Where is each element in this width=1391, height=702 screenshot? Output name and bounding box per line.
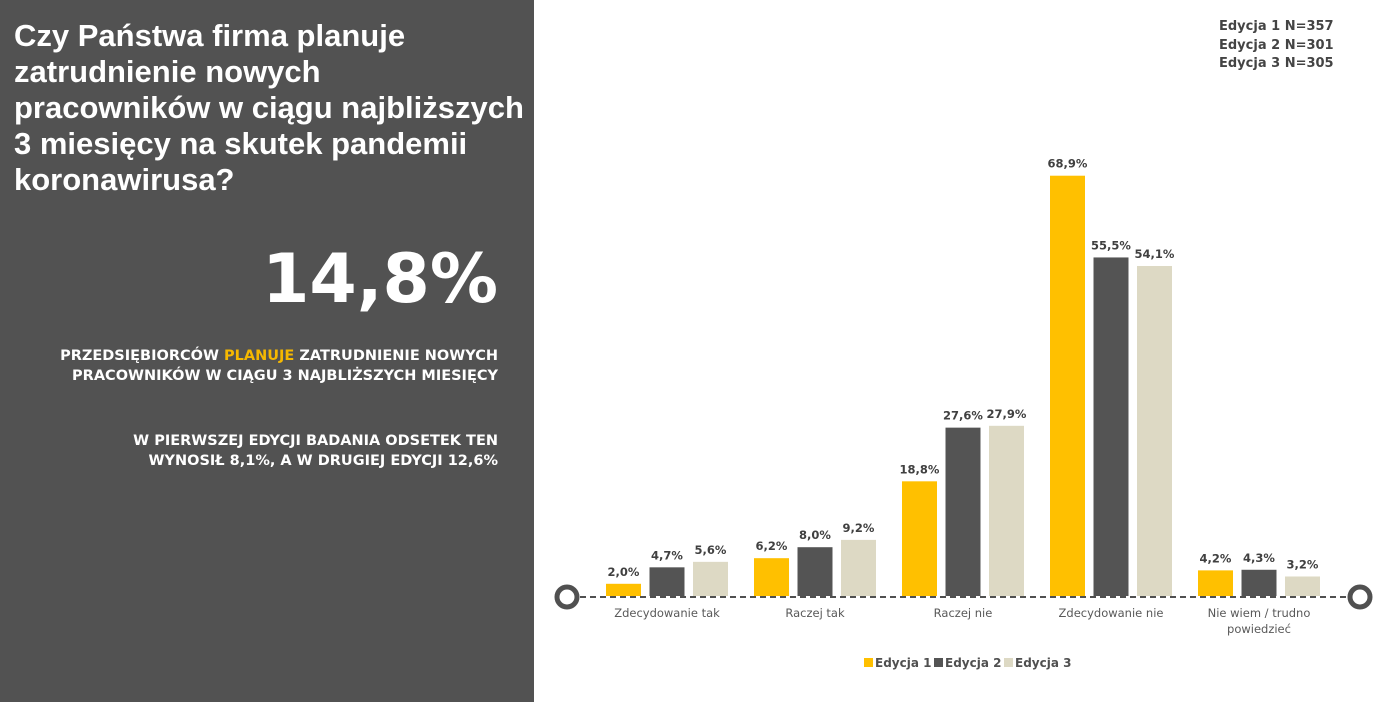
bar-edycja-3-cat-4	[1137, 265, 1172, 596]
legend-label-edycja-3: Edycja 3	[1015, 656, 1071, 670]
bar-edycja-3-cat-2	[841, 539, 876, 596]
legend-swatch-edycja-2	[934, 658, 943, 667]
legend-label-edycja-1: Edycja 1	[875, 656, 931, 670]
value-label: 9,2%	[843, 521, 875, 535]
bars-group	[606, 175, 1320, 596]
value-label: 68,9%	[1048, 157, 1088, 171]
sample-size-notes: Edycja 1 N=357 Edycja 2 N=301 Edycja 3 N…	[1219, 18, 1334, 74]
value-label: 54,1%	[1135, 247, 1175, 261]
bar-edycja-1-cat-2	[754, 558, 789, 596]
category-label: Raczej nie	[934, 606, 993, 620]
statement-plans-highlight: PLANUJE	[224, 348, 295, 364]
legend-swatch-edycja-3	[1004, 658, 1013, 667]
category-label: Nie wiem / trudno	[1208, 606, 1311, 620]
bar-chart: 2,0% 4,7% 5,6% 6,2% 8,0% 9,2% 18,8% 27,6% 27,9% 6…	[554, 157, 1373, 670]
value-label: 5,6%	[695, 543, 727, 557]
bar-edycja-2-cat-3	[945, 427, 981, 596]
value-label: 4,2%	[1200, 551, 1232, 565]
bar-edycja-1-cat-3	[902, 481, 937, 596]
value-label: 3,2%	[1287, 557, 1319, 571]
value-label: 27,6%	[943, 409, 983, 423]
legend: Edycja 1 Edycja 2 Edycja 3	[864, 656, 1071, 670]
category-label: Zdecydowanie tak	[614, 606, 720, 620]
baseline-start-circle	[554, 584, 580, 610]
legend-label-edycja-2: Edycja 2	[945, 656, 1001, 670]
bar-edycja-1-cat-5	[1198, 570, 1233, 596]
baseline-axis	[554, 584, 1373, 610]
bar-edycja-3-cat-5	[1285, 576, 1320, 596]
highlight-value: 14,8%	[262, 240, 498, 319]
bar-edycja-2-cat-5	[1241, 569, 1277, 596]
category-label: Raczej tak	[785, 606, 845, 620]
statement-plans-start: PRZEDSIĘBIORCÓW	[60, 348, 225, 364]
statement-plans: PRZEDSIĘBIORCÓW PLANUJE ZATRUDNIENIE NOW…	[58, 346, 498, 386]
sample-note-edycja-3: Edycja 3 N=305	[1219, 56, 1334, 71]
baseline-end-circle	[1347, 584, 1373, 610]
bar-edycja-1-cat-4	[1050, 175, 1085, 596]
sample-note-edycja-2: Edycja 2 N=301	[1219, 37, 1334, 53]
bar-edycja-2-cat-2	[797, 547, 833, 596]
bar-edycja-2-cat-4	[1093, 257, 1129, 596]
value-labels-group: 2,0% 4,7% 5,6% 6,2% 8,0% 9,2% 18,8% 27,6% 27,9% 6…	[608, 157, 1319, 579]
value-label: 8,0%	[799, 528, 831, 542]
left-panel: Czy Państwa firma planuje zatrudnienie n…	[0, 0, 534, 702]
statement-previous-editions: W PIERWSZEJ EDYCJI BADANIA ODSETEK TEN W…	[133, 433, 498, 469]
bar-edycja-1-cat-1	[606, 583, 641, 596]
value-label: 55,5%	[1091, 238, 1131, 252]
statement-plans-end: ZATRUDNIENIE NOWYCH PRACOWNIKÓW W CIĄGU …	[72, 348, 498, 384]
value-label: 18,8%	[900, 462, 940, 476]
value-label: 4,7%	[651, 548, 683, 562]
value-label: 4,3%	[1243, 551, 1275, 565]
legend-swatch-edycja-1	[864, 658, 873, 667]
bar-edycja-3-cat-1	[693, 561, 728, 596]
value-label: 27,9%	[987, 407, 1027, 421]
category-label: powiedzieć	[1227, 622, 1291, 636]
question-title: Czy Państwa firma planuje zatrudnienie n…	[14, 18, 524, 197]
category-labels-group: Zdecydowanie tak Raczej tak Raczej nie Zdec…	[614, 606, 1310, 636]
bar-edycja-2-cat-1	[649, 567, 685, 596]
value-label: 6,2%	[756, 539, 788, 553]
bar-edycja-3-cat-3	[989, 425, 1024, 596]
value-label: 2,0%	[608, 565, 640, 579]
sample-note-edycja-1: Edycja 1 N=357	[1219, 19, 1334, 34]
category-label: Zdecydowanie nie	[1059, 606, 1164, 620]
